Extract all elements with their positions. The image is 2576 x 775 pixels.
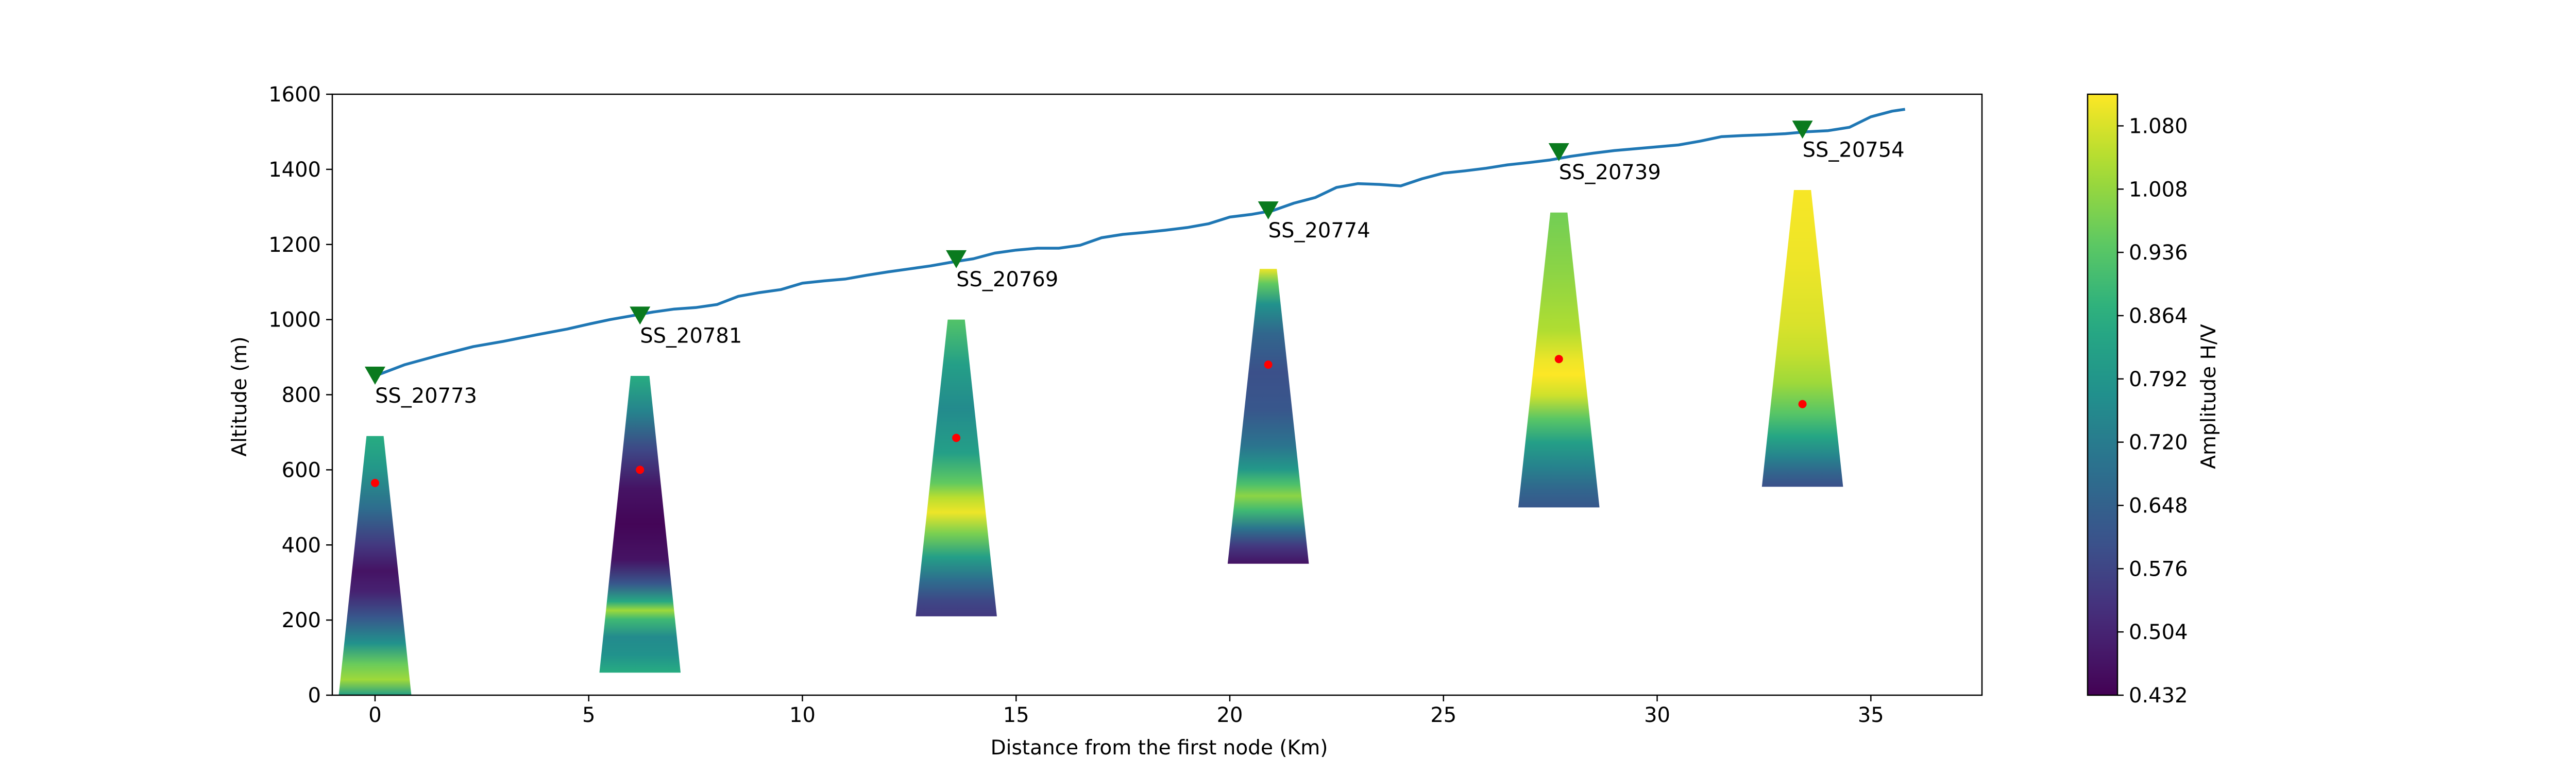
hv-peak-point-SS_20769 — [952, 434, 961, 442]
station-markers-layer: SS_20773 SS_20781 SS_20769 SS_20774 SS_20739… — [364, 120, 1905, 408]
station-label-SS_20773: SS_20773 — [375, 384, 477, 408]
y-tick-label: 800 — [282, 384, 321, 407]
colorbar-tick-label: 0.864 — [2129, 304, 2188, 328]
y-tick-label: 1600 — [268, 83, 321, 107]
y-tick-label: 1000 — [268, 308, 321, 332]
station-marker-SS_20774 — [1258, 201, 1279, 220]
colorbar — [2087, 93, 2119, 696]
station-label-SS_20769: SS_20769 — [956, 268, 1058, 291]
colorbar-tick-label: 1.080 — [2129, 114, 2188, 138]
colorbar-tick-label: 0.504 — [2129, 621, 2188, 644]
hv-column-SS_20769 — [916, 319, 997, 616]
x-tick-label: 25 — [1430, 703, 1456, 727]
station-marker-SS_20769 — [946, 250, 967, 268]
station-marker-SS_20739 — [1548, 143, 1569, 162]
station-marker-SS_20773 — [364, 367, 385, 385]
station-marker-SS_20781 — [630, 306, 651, 325]
colorbar-tick-label: 0.648 — [2129, 494, 2188, 518]
colorbar-tick-label: 0.576 — [2129, 557, 2188, 581]
y-tick-label: 600 — [282, 458, 321, 482]
plot-frame — [331, 93, 1983, 696]
y-tick-label: 1200 — [268, 233, 321, 257]
x-tick-label: 20 — [1217, 703, 1243, 727]
hv-column-SS_20773 — [338, 436, 412, 695]
hv-column-SS_20781 — [599, 376, 681, 673]
x-tick-label: 0 — [368, 703, 381, 727]
station-label-SS_20739: SS_20739 — [1559, 161, 1661, 184]
hv-peak-point-SS_20781 — [636, 466, 645, 474]
topography-line — [375, 108, 1906, 377]
x-tick-label: 10 — [789, 703, 816, 727]
colorbar-layer: 0.432 0.504 0.576 0.648 0.720 0.792 0.864 0.936… — [2087, 93, 2188, 708]
hv-peak-point-SS_20774 — [1264, 360, 1273, 369]
hv-peak-point-SS_20754 — [1798, 400, 1807, 408]
x-tick-label: 30 — [1644, 703, 1670, 727]
hv-column-SS_20754 — [1761, 190, 1843, 487]
y-tick-label: 200 — [282, 609, 321, 632]
colorbar-tick-label: 0.432 — [2129, 684, 2188, 708]
y-axis-label: Altitude (m) — [228, 336, 251, 456]
topography-layer — [375, 108, 1906, 377]
station-label-SS_20754: SS_20754 — [1803, 138, 1905, 162]
y-tick-label: 400 — [282, 533, 321, 557]
y-tick-label: 0 — [308, 684, 321, 708]
hv-peak-point-SS_20773 — [370, 478, 379, 487]
hv-column-SS_20774 — [1227, 269, 1309, 564]
colorbar-label: Amplitude H/V — [2197, 324, 2221, 469]
colorbar-tick-label: 1.008 — [2129, 178, 2188, 201]
axes-layer: 0 5 10 15 20 25 30 35 0 200 400 600 800 1000 1200 1400 1… — [268, 83, 1983, 727]
colorbar-tick-label: 0.720 — [2129, 431, 2188, 455]
station-marker-SS_20754 — [1792, 120, 1813, 139]
x-tick-label: 15 — [1003, 703, 1029, 727]
hv-peak-point-SS_20739 — [1554, 355, 1563, 364]
colorbar-tick-label: 0.792 — [2129, 368, 2188, 391]
x-axis-label: Distance from the first node (Km) — [991, 736, 1328, 760]
y-tick-label: 1400 — [268, 158, 321, 182]
station-label-SS_20781: SS_20781 — [640, 324, 742, 348]
hv-columns-layer — [338, 190, 1843, 695]
x-tick-label: 5 — [582, 703, 595, 727]
station-label-SS_20774: SS_20774 — [1268, 219, 1370, 243]
x-tick-label: 35 — [1858, 703, 1884, 727]
colorbar-tick-label: 0.936 — [2129, 241, 2188, 265]
